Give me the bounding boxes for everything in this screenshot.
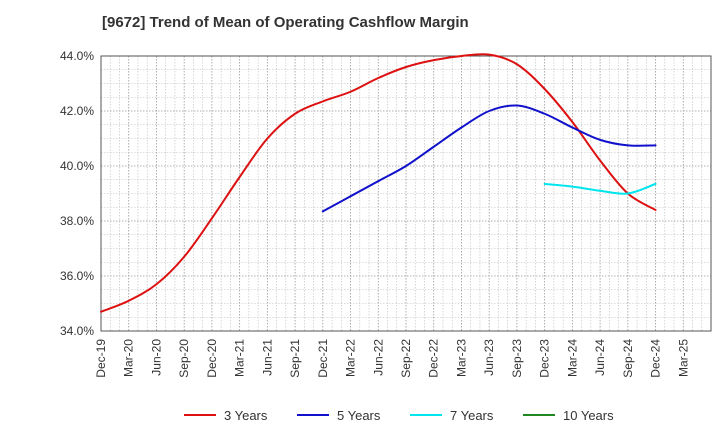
y-tick-label: 38.0% — [60, 214, 94, 228]
x-tick-label: Dec-21 — [316, 339, 330, 378]
series-line-5-years — [321, 104, 657, 213]
x-tick-label: Sep-22 — [399, 339, 413, 378]
grid — [100, 55, 712, 332]
x-tick-label: Mar-20 — [122, 339, 136, 377]
legend-label-3-years: 3 Years — [224, 408, 268, 423]
x-tick-label: Jun-20 — [149, 339, 163, 376]
x-tick-label: Sep-21 — [288, 339, 302, 378]
y-tick-label: 36.0% — [60, 269, 94, 283]
x-tick-label: Mar-21 — [233, 339, 247, 377]
y-tick-label: 42.0% — [60, 104, 94, 118]
legend-label-7-years: 7 Years — [450, 408, 494, 423]
y-tick-label: 44.0% — [60, 49, 94, 63]
plot-frame — [100, 55, 712, 332]
x-tick-label: Sep-23 — [510, 339, 524, 378]
legend-label-5-years: 5 Years — [337, 408, 381, 423]
x-tick-label: Jun-22 — [371, 339, 385, 376]
x-tick-label: Mar-23 — [454, 339, 468, 377]
x-tick-label: Sep-24 — [621, 339, 635, 378]
series-layer — [100, 53, 657, 313]
y-axis: 34.0% 36.0% 38.0% 40.0% 42.0% 44.0% — [60, 49, 94, 338]
x-tick-label: Sep-20 — [177, 339, 191, 378]
x-tick-label: Jun-23 — [482, 339, 496, 376]
y-tick-label: 40.0% — [60, 159, 94, 173]
x-tick-label: Dec-19 — [94, 339, 108, 378]
x-tick-label: Dec-23 — [538, 339, 552, 378]
series-line-7-years — [543, 182, 657, 195]
chart-title: [9672] Trend of Mean of Operating Cashfl… — [102, 14, 469, 31]
x-tick-label: Mar-25 — [676, 339, 690, 377]
x-tick-label: Mar-22 — [344, 339, 358, 377]
x-tick-label: Dec-20 — [205, 339, 219, 378]
series-line-3-years — [100, 53, 657, 313]
x-axis: Dec-19 Mar-20 Jun-20 Sep-20 Dec-20 Mar-21 Jun-… — [94, 339, 690, 378]
legend: 3 Years 5 Years 7 Years 10 Years — [184, 408, 614, 423]
x-tick-label: Jun-24 — [593, 339, 607, 376]
legend-label-10-years: 10 Years — [563, 408, 614, 423]
x-tick-label: Mar-24 — [565, 339, 579, 377]
x-tick-label: Dec-22 — [427, 339, 441, 378]
y-tick-label: 34.0% — [60, 324, 94, 338]
x-tick-label: Jun-21 — [260, 339, 274, 376]
x-tick-label: Dec-24 — [649, 339, 663, 378]
